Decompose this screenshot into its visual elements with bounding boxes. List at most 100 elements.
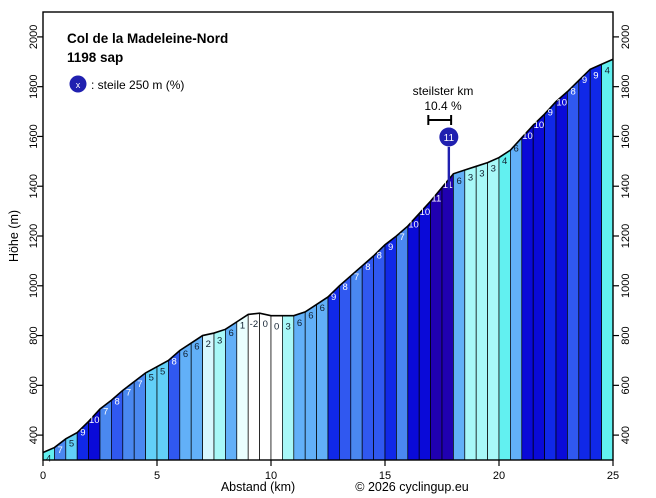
x-tick-label: 0 bbox=[40, 470, 46, 482]
gradient-bar-label: 5 bbox=[149, 373, 154, 384]
gradient-bar bbox=[418, 200, 431, 461]
gradient-bar bbox=[373, 243, 386, 461]
gradient-bar-label: 8 bbox=[365, 262, 370, 273]
x-tick-label: 25 bbox=[607, 470, 619, 482]
x-tick-label: 15 bbox=[379, 470, 391, 482]
steepest-km-annotation: steilster km 10.4 % 11 bbox=[413, 84, 474, 190]
gradient-bar-label: 4 bbox=[605, 65, 610, 76]
gradient-bar bbox=[441, 172, 454, 461]
gradient-bar bbox=[555, 90, 568, 461]
y-tick-label-right: 400 bbox=[620, 426, 632, 444]
gradient-bar-label: 11 bbox=[431, 193, 441, 204]
gradient-bar-label: 9 bbox=[388, 242, 393, 253]
gradient-bar bbox=[179, 342, 192, 461]
x-tick-label: 20 bbox=[493, 470, 505, 482]
gradient-bar-label: 7 bbox=[126, 388, 131, 399]
gradient-bar-label: 9 bbox=[548, 108, 553, 119]
gradient-bar-label: 9 bbox=[582, 75, 587, 86]
gradient-bar bbox=[498, 149, 511, 461]
x-tick-label: 5 bbox=[154, 470, 160, 482]
steepest-marker-value: 11 bbox=[444, 133, 455, 144]
steepest-km-span-bracket bbox=[427, 115, 453, 125]
steepest-marker-icon bbox=[439, 127, 459, 147]
gradient-bar-label: 10 bbox=[420, 207, 431, 218]
gradient-bar-label: 8 bbox=[570, 86, 575, 97]
gradient-bar bbox=[361, 255, 374, 461]
gradient-bar-label: 4 bbox=[46, 454, 51, 465]
gradient-bar-label: 4 bbox=[502, 156, 507, 167]
gradient-bar-label: 9 bbox=[593, 70, 598, 81]
gradient-bar bbox=[384, 235, 397, 461]
gradient-bar-label: 7 bbox=[103, 406, 108, 417]
legend-marker-icon bbox=[69, 75, 87, 93]
gradient-bar-label: 2 bbox=[206, 339, 211, 350]
gradient-bar-label: 6 bbox=[194, 342, 199, 353]
gradient-bar-label: 10 bbox=[408, 220, 419, 231]
gradient-bar bbox=[589, 63, 602, 461]
gradient-bar-label: 0 bbox=[263, 319, 268, 330]
y-tick-label: 400 bbox=[28, 426, 40, 444]
gradient-bar-label: 3 bbox=[491, 164, 496, 175]
gradient-bar bbox=[247, 312, 260, 461]
gradient-bar bbox=[270, 315, 283, 461]
legend-text: : steile 250 m (%) bbox=[91, 78, 184, 92]
gradient-bar bbox=[453, 169, 466, 461]
gradient-bar bbox=[202, 332, 215, 461]
gradient-bar-label: 10 bbox=[522, 131, 533, 142]
gradient-bar bbox=[316, 296, 329, 461]
gradient-bar-label: 7 bbox=[399, 232, 404, 243]
y-tick-label-right: 2000 bbox=[620, 25, 632, 49]
y-tick-label-right: 1200 bbox=[620, 224, 632, 248]
gradient-bar bbox=[327, 284, 340, 461]
gradient-bar bbox=[282, 315, 295, 461]
gradient-bar-label: -2 bbox=[250, 319, 258, 330]
gradient-bar bbox=[407, 212, 420, 461]
steepest-km-value: 10.4 % bbox=[424, 99, 462, 113]
y-axis-title: Höhe (m) bbox=[7, 210, 21, 262]
gradient-bar bbox=[190, 334, 203, 461]
gradient-bar bbox=[396, 225, 409, 461]
gradient-bar-label: 10 bbox=[534, 120, 545, 131]
gradient-bar bbox=[475, 162, 488, 461]
gradient-bar bbox=[236, 313, 249, 461]
gradient-bar-label: 3 bbox=[217, 335, 222, 346]
gradient-bar-label: 10 bbox=[89, 415, 100, 426]
gradient-bar-label: 5 bbox=[69, 439, 74, 450]
gradient-bar bbox=[578, 68, 591, 461]
gradient-bar-label: 7 bbox=[354, 272, 359, 283]
profile-outline bbox=[42, 58, 614, 454]
gradient-bar bbox=[532, 113, 545, 461]
copyright-label: © 2026 cyclingup.eu bbox=[355, 480, 469, 494]
chart-subtitle: 1198 sap bbox=[67, 50, 123, 65]
gradient-bar bbox=[350, 265, 363, 461]
gradient-bar-label: 8 bbox=[171, 356, 176, 367]
gradient-bar-label: 1 bbox=[240, 320, 245, 331]
gradient-bar-label: 0 bbox=[274, 322, 279, 333]
steepest-km-label: steilster km bbox=[413, 84, 474, 98]
gradient-bar bbox=[510, 136, 523, 461]
gradient-bar-label: 3 bbox=[468, 172, 473, 183]
gradient-bar bbox=[544, 100, 557, 461]
gradient-bar-label: 5 bbox=[160, 366, 165, 377]
legend-marker-glyph: x bbox=[76, 80, 81, 90]
profile-outline-group bbox=[42, 58, 614, 454]
gradient-bar-label: 9 bbox=[80, 427, 85, 438]
y-tick-label: 600 bbox=[28, 376, 40, 394]
gradient-bar-label: 6 bbox=[308, 310, 313, 321]
chart-title: Col de la Madeleine-Nord bbox=[67, 31, 228, 46]
y-tick-label-right: 1600 bbox=[620, 124, 632, 148]
y-tick-label: 1400 bbox=[28, 174, 40, 198]
y-tick-label: 2000 bbox=[28, 25, 40, 49]
y-tick-label: 1200 bbox=[28, 224, 40, 248]
y-tick-label: 1000 bbox=[28, 274, 40, 298]
gradient-bar bbox=[430, 186, 443, 461]
x-axis-title: Abstand (km) bbox=[221, 480, 295, 494]
legend: x : steile 250 m (%) bbox=[69, 75, 184, 93]
gradient-bar-label: 6 bbox=[228, 328, 233, 339]
gradient-bar-label: 8 bbox=[342, 282, 347, 293]
y-tick-label: 1800 bbox=[28, 74, 40, 98]
x-tick-label: 10 bbox=[265, 470, 277, 482]
y-tick-label-right: 1400 bbox=[620, 174, 632, 198]
y-tick-label: 800 bbox=[28, 326, 40, 344]
